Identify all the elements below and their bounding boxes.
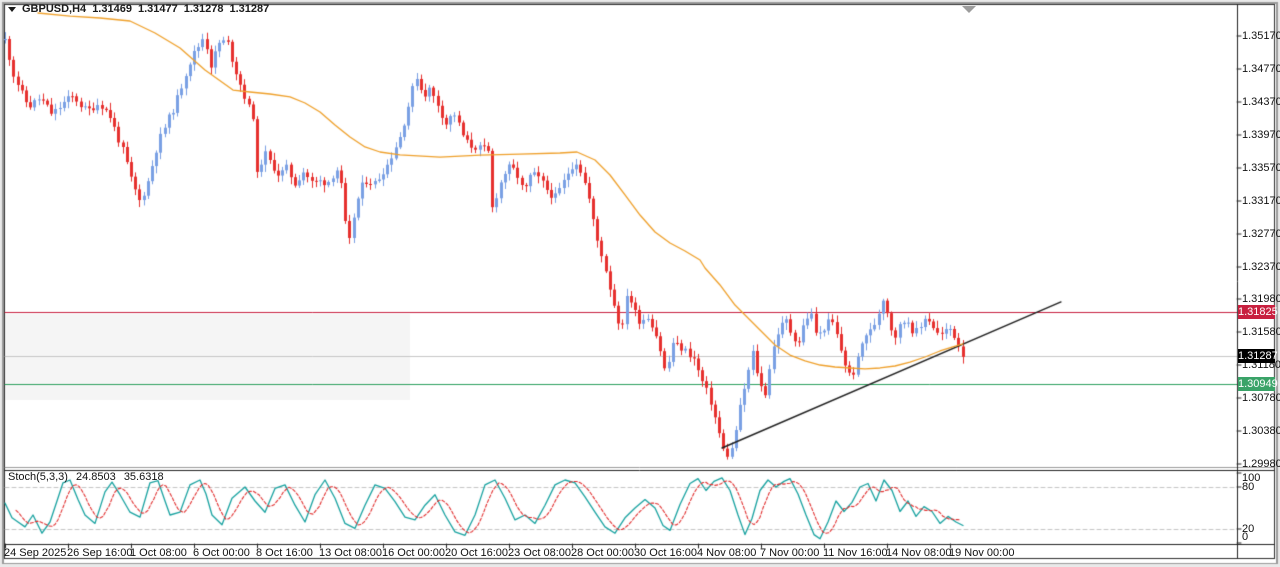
price-tick-label: 1.29980 [1242, 458, 1280, 471]
price-tick-label: 1.32370 [1242, 261, 1280, 273]
time-tick-label: 26 Sep 16:00 [67, 547, 133, 559]
support-level-badge: 1.30949 [1238, 377, 1278, 392]
chart-title: GBPUSD,H4 1.31469 1.31477 1.31278 1.3128… [8, 2, 269, 15]
time-tick-label: 16 Oct 00:00 [382, 547, 445, 559]
ohlc-high: 1.31477 [137, 2, 178, 15]
time-tick-label: 24 Sep 2025 [4, 547, 67, 559]
symbol-dropdown-icon[interactable] [8, 6, 16, 12]
price-tick-label: 1.33970 [1242, 129, 1280, 141]
time-tick-label: 6 Oct 00:00 [193, 547, 250, 559]
stoch-tick-label: 20 [1242, 523, 1255, 535]
price-tick-label: 1.33170 [1242, 195, 1280, 207]
time-tick-label: 11 Nov 16:00 [823, 547, 888, 559]
price-tick-label: 1.30780 [1242, 392, 1280, 405]
time-tick-label: 23 Oct 08:00 [508, 547, 571, 559]
time-tick-label: 13 Oct 08:00 [319, 547, 382, 559]
time-tick-label: 19 Nov 00:00 [949, 547, 1015, 559]
ohlc-open: 1.31469 [92, 2, 132, 15]
stochastic-k-value: 24.8503 [75, 471, 116, 483]
price-tick-label: 1.31980 [1242, 293, 1280, 306]
time-tick-label: 8 Oct 16:00 [256, 547, 313, 559]
price-tick-label: 1.30380 [1242, 425, 1280, 438]
time-tick-label: 4 Nov 08:00 [697, 547, 757, 559]
stochastic-d-value: 35.6318 [123, 471, 164, 483]
symbol-period-label: GBPUSD,H4 [22, 2, 87, 15]
stoch-tick-label: 0 [1242, 531, 1249, 543]
ohlc-close: 1.31287 [229, 2, 270, 15]
price-tick-label: 1.31580 [1242, 326, 1280, 339]
resistance-level-badge: 1.31825 [1238, 304, 1278, 319]
time-tick-label: 1 Oct 08:00 [130, 547, 187, 559]
price-tick-label: 1.33570 [1242, 162, 1280, 174]
stochastic-name: Stoch(5,3,3) [8, 471, 68, 483]
time-tick-label: 28 Oct 00:00 [571, 547, 634, 559]
time-tick-label: 30 Oct 16:00 [634, 547, 697, 559]
stochastic-label: Stoch(5,3,3) 24.8503 35.6318 [8, 471, 169, 483]
stoch-tick-label: 80 [1242, 481, 1255, 493]
price-tick-label: 1.32770 [1242, 228, 1280, 240]
price-tick-label: 1.35170 [1242, 30, 1280, 42]
chart-shift-marker-icon[interactable] [962, 6, 976, 13]
time-tick-label: 14 Nov 08:00 [886, 547, 952, 559]
time-tick-label: 20 Oct 16:00 [445, 547, 508, 559]
current-price-badge: 1.31287 [1238, 349, 1278, 364]
stoch-tick-label: 100 [1242, 472, 1261, 484]
ohlc-low: 1.31278 [183, 2, 224, 15]
time-tick-label: 7 Nov 00:00 [760, 547, 820, 559]
price-tick-label: 1.34370 [1242, 96, 1280, 108]
price-tick-label: 1.34770 [1242, 63, 1280, 75]
